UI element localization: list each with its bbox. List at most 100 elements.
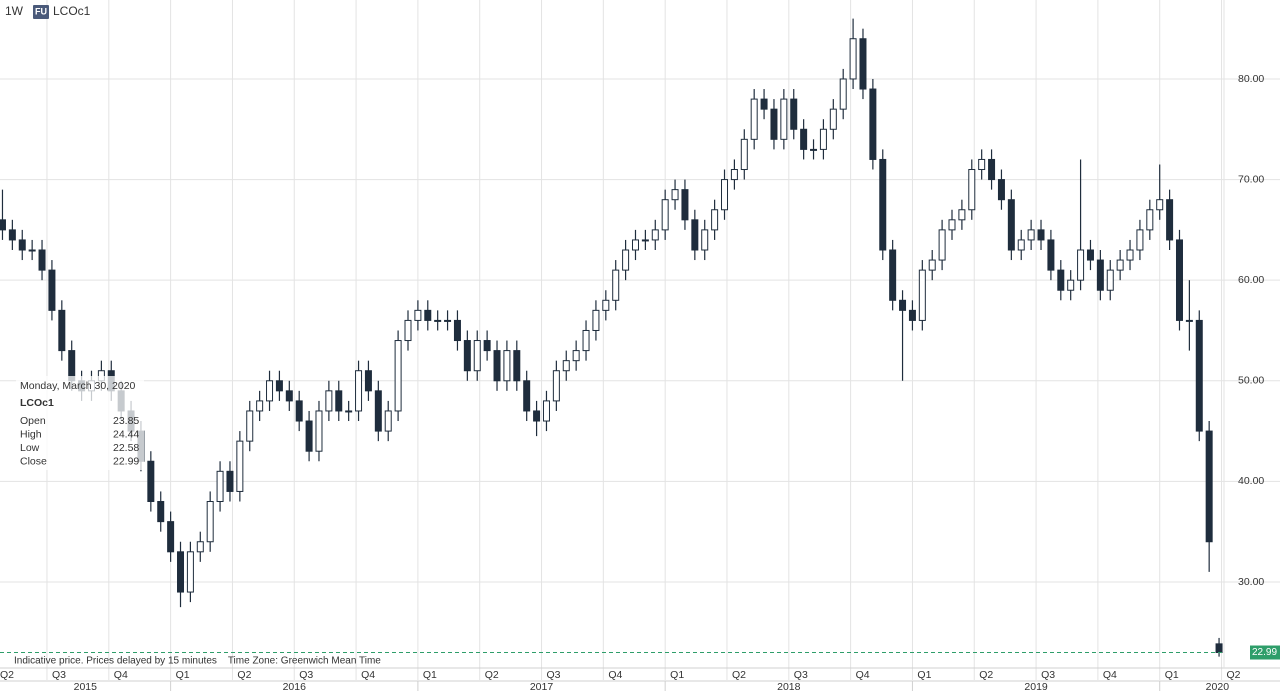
candle-body xyxy=(839,78,847,110)
candle-body xyxy=(612,269,620,301)
y-tick-label: 50.00 xyxy=(1238,375,1264,387)
candle-body xyxy=(434,319,442,322)
y-tick-label: 70.00 xyxy=(1238,173,1264,185)
candle-body xyxy=(513,350,521,382)
candle-body xyxy=(928,259,936,271)
candle-body xyxy=(186,551,194,593)
badge: FU xyxy=(35,6,47,16)
candle-body xyxy=(1146,209,1154,231)
candle-body xyxy=(28,249,36,252)
candle-body xyxy=(1027,229,1035,241)
candle-body xyxy=(968,169,976,211)
candle-body xyxy=(552,370,560,402)
candle-body xyxy=(8,229,16,241)
candle-body xyxy=(1057,269,1065,291)
tooltip-label: Low xyxy=(20,442,40,454)
y-tick-label: 30.00 xyxy=(1238,576,1264,588)
candle-body xyxy=(711,209,719,231)
tooltip-label: Close xyxy=(20,455,47,467)
candle-body xyxy=(681,189,689,221)
candle-body xyxy=(58,309,66,352)
x-tick-label: Q1 xyxy=(176,669,190,681)
candle-body xyxy=(918,269,926,321)
candle-body xyxy=(641,239,649,242)
candle-body xyxy=(958,209,966,221)
overlay: 22.99 Indicative price. Prices delayed by… xyxy=(0,4,1280,667)
candle-body xyxy=(325,390,333,412)
candle-body xyxy=(38,249,46,271)
candle-body xyxy=(760,98,768,110)
candle-body xyxy=(602,299,610,311)
candle-body xyxy=(236,440,244,492)
last-price-badge xyxy=(1250,645,1280,660)
candle-body xyxy=(849,38,857,80)
candle-body xyxy=(651,229,659,241)
tooltip-label: Open xyxy=(20,415,46,427)
x-tick-label: Q2 xyxy=(979,669,993,681)
candle-body xyxy=(899,299,907,311)
candle-body xyxy=(1037,229,1045,241)
candle-body xyxy=(374,390,382,432)
candle-body xyxy=(404,319,412,342)
candle-body xyxy=(335,390,343,412)
year-label: 2017 xyxy=(530,681,554,691)
candle-body xyxy=(275,380,283,392)
candle-body xyxy=(295,400,303,422)
year-label: 2015 xyxy=(74,681,98,691)
y-tick-label: 80.00 xyxy=(1238,73,1264,85)
candle-body xyxy=(1166,199,1174,241)
tooltip-value: 23.85 xyxy=(113,415,139,427)
candle-body xyxy=(394,340,402,412)
tooltip-value: 22.58 xyxy=(113,442,139,454)
candle-body xyxy=(147,460,155,503)
x-tick-label: Q2 xyxy=(485,669,499,681)
candle-body xyxy=(780,98,788,140)
candle-body xyxy=(1007,199,1015,251)
x-tick-label: Q2 xyxy=(0,669,14,681)
candle-body xyxy=(1017,239,1025,251)
candle-body xyxy=(879,158,887,251)
candle-body xyxy=(305,420,313,452)
year-label: 2019 xyxy=(1024,681,1048,691)
candle-body xyxy=(869,88,877,160)
candle-body xyxy=(157,501,165,523)
candle-body xyxy=(285,390,293,402)
candle-body xyxy=(908,309,916,321)
candle-body xyxy=(1185,319,1193,322)
x-tick-label: Q2 xyxy=(732,669,746,681)
candle-body xyxy=(592,309,600,331)
candle-body xyxy=(800,128,808,150)
candle-body xyxy=(572,350,580,362)
candle-body xyxy=(721,179,729,211)
candle-body xyxy=(1175,239,1183,321)
candle-body xyxy=(701,229,709,251)
candle-body xyxy=(1205,430,1213,543)
candle-body xyxy=(948,219,956,231)
tooltip-bg xyxy=(16,376,144,470)
y-tick-label: 40.00 xyxy=(1238,475,1264,487)
candle-body xyxy=(819,128,827,150)
x-tick-label: Q3 xyxy=(547,669,561,681)
y-tick-label: 60.00 xyxy=(1238,274,1264,286)
candle-body xyxy=(770,108,778,140)
candle-body xyxy=(216,470,224,503)
candle-body xyxy=(493,350,501,382)
candle-body xyxy=(631,239,639,251)
x-tick-label: Q4 xyxy=(114,669,128,681)
x-tick-label: Q1 xyxy=(917,669,931,681)
candle-body xyxy=(810,148,818,151)
candle-body xyxy=(177,551,185,593)
candle-body xyxy=(1086,249,1094,261)
candle-body xyxy=(424,309,432,321)
candle-body xyxy=(256,400,264,412)
candle-body xyxy=(384,410,392,432)
candle-body xyxy=(740,138,748,171)
candle-body xyxy=(196,541,204,553)
candle-body xyxy=(226,470,234,492)
candle-body xyxy=(533,410,541,422)
candle-body xyxy=(1136,229,1144,251)
candle-body xyxy=(1215,643,1223,654)
candle-body xyxy=(523,380,531,412)
candle-body xyxy=(1096,259,1104,291)
